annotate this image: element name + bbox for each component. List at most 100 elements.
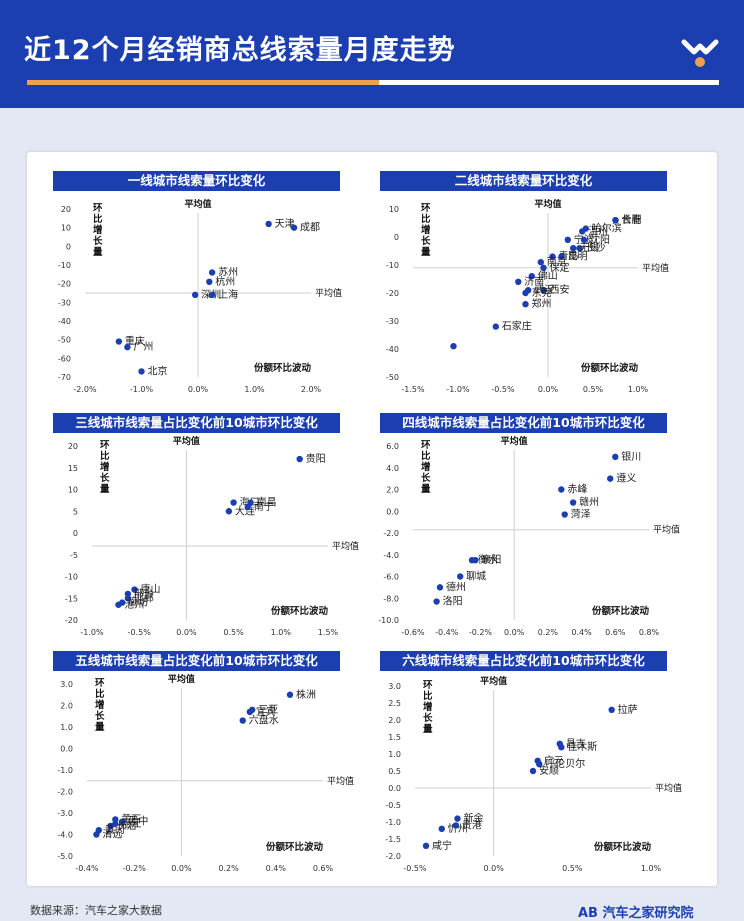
point-label: 佛山: [538, 269, 558, 282]
chart-title: 二线城市线索量环比变化: [380, 171, 667, 191]
point-label: 襄阳: [481, 553, 501, 566]
data-point: [124, 343, 131, 351]
data-point: [564, 236, 571, 243]
x-axis-label: 份额环比波动: [266, 841, 324, 853]
point-label: 佳木斯: [567, 740, 597, 753]
y-tick-label: 3.0: [388, 682, 401, 691]
x-tick-label: -0.4%: [435, 628, 459, 637]
x-tick-label: 0.4%: [266, 864, 287, 873]
point-label: 菏泽: [571, 509, 591, 521]
point-label: 赣州: [579, 496, 599, 509]
data-point: [528, 273, 535, 280]
data-point: [244, 503, 251, 511]
y-tick-label: 0.0: [388, 784, 401, 793]
x-tick-label: 1.0%: [628, 385, 649, 394]
y-tick-label: -8.0: [383, 594, 399, 603]
point-label: 晋中: [128, 815, 148, 828]
header-bar: 近12个月经销商总线索量月度走势: [0, 0, 744, 108]
y-tick-label: 2.0: [388, 716, 401, 725]
x-tick-label: 0.5%: [583, 385, 604, 394]
y-axis-label: 环比增长量: [95, 678, 105, 733]
y-tick-label: -15: [65, 594, 78, 603]
data-point: [536, 761, 543, 768]
data-point: [115, 338, 123, 345]
data-point: [452, 822, 460, 829]
x-axis-label: 份额环比波动: [254, 362, 312, 374]
x-tick-label: 0.0%: [484, 864, 505, 873]
y-tick-label: -1.5: [385, 835, 401, 844]
data-point: [608, 706, 615, 713]
y-tick-label: -2.0: [57, 788, 73, 797]
data-point: [537, 259, 544, 266]
hline-label: 平均值: [642, 262, 669, 274]
data-point: [549, 253, 556, 260]
point-label: 遵义: [616, 472, 636, 485]
data-point: [296, 455, 303, 463]
x-tick-label: 0.6%: [605, 628, 626, 637]
point-label: 邢台: [134, 587, 154, 600]
y-tick-label: 0.5: [388, 767, 401, 776]
x-tick-label: -0.5%: [128, 628, 152, 637]
y-tick-label: -6.0: [383, 573, 399, 582]
hline-label: 平均值: [653, 524, 680, 536]
title-underline-white: [379, 80, 719, 85]
title-underline-orange: [27, 80, 379, 85]
point-label: 无锡: [579, 241, 599, 254]
data-point: [540, 287, 547, 294]
data-point: [138, 368, 145, 375]
point-label: 宜宾: [256, 705, 276, 718]
x-tick-label: 1.5%: [318, 628, 339, 637]
y-tick-label: -40: [386, 345, 399, 354]
data-point: [115, 601, 122, 608]
point-label: 安顺: [539, 764, 559, 777]
data-point: [558, 253, 565, 260]
point-label: 杭州: [215, 275, 235, 288]
data-point: [208, 269, 216, 276]
data-point: [206, 278, 213, 285]
y-tick-label: -1.0: [57, 766, 73, 775]
point-label: 黄冈: [105, 823, 125, 836]
point-label: 苏州: [218, 265, 238, 278]
x-tick-label: 0.4%: [571, 628, 592, 637]
footer-brand: AB 汽车之家研究院: [578, 906, 694, 921]
point-label: 聊城: [466, 570, 486, 583]
data-point: [607, 475, 614, 482]
chart-title: 六线城市线索量占比变化前10城市环比变化: [380, 651, 667, 671]
x-tick-label: 0.0%: [504, 628, 525, 637]
y-tick-label: 10: [68, 486, 78, 495]
charts-card: [27, 152, 717, 886]
data-point: [612, 453, 619, 461]
data-point: [225, 508, 233, 515]
point-label: 天津: [275, 218, 295, 230]
x-tick-label: 0.2%: [538, 628, 559, 637]
data-point: [492, 323, 499, 330]
point-label: 咸宁: [432, 839, 452, 852]
y-tick-label: 10: [389, 205, 399, 214]
data-point: [286, 691, 294, 698]
point-label: 哈尔滨: [592, 222, 622, 235]
y-tick-label: 4.0: [386, 464, 399, 473]
y-axis-label: 环比增长量: [423, 680, 433, 735]
point-label: 东莞: [532, 286, 552, 299]
x-tick-label: 0.0%: [188, 385, 209, 394]
y-tick-label: -50: [386, 373, 399, 382]
point-label: 拉萨: [618, 703, 638, 716]
x-tick-label: 0.0%: [176, 628, 197, 637]
scatter-plot: 3.0 2.5 2.0 1.5 1.0 0.5 0.0 -0.5 -1.0 -1.5 -2.0-0.…: [385, 675, 682, 873]
data-point: [457, 573, 464, 580]
x-tick-label: -0.5%: [491, 385, 515, 394]
scatter-plot: 10 0 -10 -20 -30 -40 -50-1.5% -1.0% -0.5% 0.0% 0.5…: [386, 198, 669, 394]
y-tick-label: 1.0: [60, 723, 73, 732]
data-point: [580, 236, 588, 243]
point-label: 廊坊: [128, 596, 148, 609]
point-label: 邯郸: [134, 591, 154, 604]
data-point: [191, 291, 199, 299]
point-label: 黄石: [121, 812, 141, 825]
vline-label: 平均值: [173, 435, 200, 447]
point-label: 西安: [550, 283, 570, 296]
scatter-plot: 20 10 0 -10 -20 -30 -40 -50 -60 -70-2.0% -1.0% 0.0%…: [58, 198, 342, 394]
y-tick-label: -3.0: [57, 809, 73, 818]
data-point: [558, 486, 565, 493]
point-label: 长春: [622, 214, 642, 226]
y-axis-label: 环比增长量: [421, 203, 431, 258]
